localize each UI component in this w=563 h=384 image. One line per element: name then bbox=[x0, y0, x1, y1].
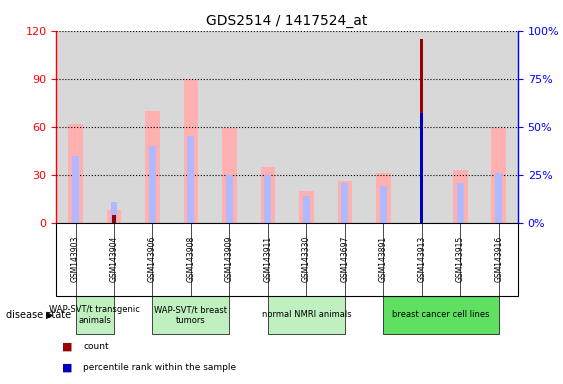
Bar bbox=[420, 39, 423, 223]
Bar bbox=[184, 79, 198, 223]
Text: ■: ■ bbox=[62, 363, 73, 373]
Bar bbox=[110, 202, 118, 223]
Bar bbox=[491, 128, 506, 223]
Bar bbox=[261, 167, 275, 223]
Bar bbox=[249, 31, 287, 223]
Text: GSM143913: GSM143913 bbox=[417, 236, 426, 282]
Bar bbox=[72, 156, 79, 223]
Text: breast cancer cell lines: breast cancer cell lines bbox=[392, 310, 490, 319]
Text: GSM143906: GSM143906 bbox=[148, 236, 157, 282]
Text: GSM143330: GSM143330 bbox=[302, 236, 311, 282]
Bar bbox=[287, 31, 325, 223]
Bar bbox=[420, 113, 423, 223]
Text: count: count bbox=[83, 342, 109, 351]
Bar bbox=[480, 31, 518, 223]
Text: GSM143697: GSM143697 bbox=[341, 236, 349, 282]
Title: GDS2514 / 1417524_at: GDS2514 / 1417524_at bbox=[207, 14, 368, 28]
Bar bbox=[380, 186, 387, 223]
Text: percentile rank within the sample: percentile rank within the sample bbox=[83, 363, 236, 372]
Bar bbox=[222, 128, 236, 223]
Text: disease state: disease state bbox=[6, 310, 71, 320]
Bar bbox=[68, 124, 83, 223]
Text: ▶: ▶ bbox=[46, 310, 53, 320]
Text: GSM143915: GSM143915 bbox=[456, 236, 464, 282]
Bar bbox=[95, 31, 133, 223]
Bar bbox=[376, 173, 391, 223]
Bar bbox=[187, 136, 194, 223]
Text: GSM143911: GSM143911 bbox=[263, 236, 272, 282]
Text: GSM143908: GSM143908 bbox=[186, 236, 195, 282]
Bar bbox=[149, 146, 156, 223]
Text: GSM143903: GSM143903 bbox=[71, 236, 80, 282]
Text: ■: ■ bbox=[62, 342, 73, 352]
Bar bbox=[172, 31, 210, 223]
Bar bbox=[441, 31, 480, 223]
Bar bbox=[341, 183, 348, 223]
Bar bbox=[303, 195, 310, 223]
Bar bbox=[457, 183, 464, 223]
Bar bbox=[403, 31, 441, 223]
Text: GSM143916: GSM143916 bbox=[494, 236, 503, 282]
Bar bbox=[299, 191, 314, 223]
Text: GSM143891: GSM143891 bbox=[379, 236, 388, 282]
Bar bbox=[145, 111, 160, 223]
Bar bbox=[265, 175, 271, 223]
Bar bbox=[338, 181, 352, 223]
Text: GSM143904: GSM143904 bbox=[110, 236, 118, 282]
Bar bbox=[56, 31, 95, 223]
Bar bbox=[210, 31, 249, 223]
Text: WAP-SVT/t breast
tumors: WAP-SVT/t breast tumors bbox=[154, 305, 227, 324]
Bar bbox=[325, 31, 364, 223]
Bar bbox=[133, 31, 172, 223]
Bar bbox=[453, 170, 467, 223]
Bar bbox=[113, 215, 115, 223]
Bar bbox=[226, 175, 233, 223]
Bar bbox=[107, 210, 121, 223]
Bar bbox=[364, 31, 403, 223]
Text: WAP-SVT/t transgenic
animals: WAP-SVT/t transgenic animals bbox=[50, 305, 140, 324]
Text: GSM143909: GSM143909 bbox=[225, 236, 234, 282]
Text: normal NMRI animals: normal NMRI animals bbox=[262, 310, 351, 319]
Bar bbox=[495, 173, 502, 223]
